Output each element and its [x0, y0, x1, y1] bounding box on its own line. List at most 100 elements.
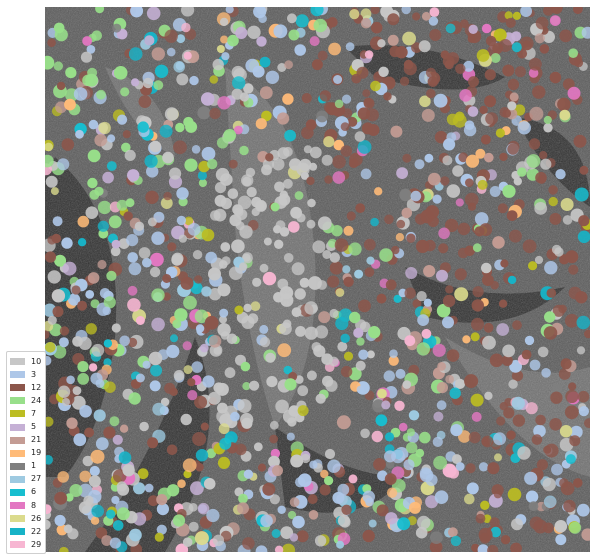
segmented-cell [475, 148, 486, 159]
segmented-cell [450, 535, 462, 547]
segmented-cell [485, 35, 497, 47]
segmented-cell [45, 455, 53, 465]
segmented-cell [189, 503, 198, 512]
segmented-cell [284, 378, 297, 391]
segmented-cell [481, 23, 492, 34]
segmented-cell [163, 191, 172, 201]
segmented-cell [418, 40, 431, 53]
segmented-cell [85, 206, 99, 219]
segmented-cell [272, 158, 285, 171]
segmented-cell [579, 165, 589, 175]
segmented-cell [53, 61, 63, 71]
segmented-cell [169, 167, 182, 180]
segmented-cell [537, 346, 549, 358]
segmented-cell [546, 288, 557, 298]
segmented-cell [116, 507, 130, 521]
segmented-cell [281, 543, 296, 552]
segmented-cell [535, 414, 546, 426]
segmented-cell [235, 443, 247, 456]
segmented-cell [85, 323, 97, 335]
segmented-cell [311, 59, 323, 71]
segmented-cell [82, 74, 94, 87]
segmented-cell [45, 342, 56, 353]
segmented-cell [45, 519, 51, 530]
segmented-cell [172, 319, 182, 329]
segmented-cell [45, 175, 58, 188]
segmented-cell [513, 177, 522, 186]
segmented-cell [365, 108, 379, 122]
segmented-cell [373, 458, 386, 471]
segmented-cell [525, 490, 539, 503]
segmented-cell [364, 50, 374, 59]
segmented-cell [265, 153, 274, 162]
segmented-cell [432, 436, 443, 447]
segmented-cell [394, 400, 405, 411]
legend-item: 12 [10, 381, 42, 394]
segmented-cell [470, 332, 480, 342]
segmented-cell [232, 76, 246, 90]
segmented-cell [393, 294, 402, 303]
segmented-cell [502, 344, 515, 358]
segmented-cell [205, 251, 218, 264]
segmented-cell [118, 451, 132, 465]
segmented-cell [337, 341, 348, 352]
legend-label: 10 [31, 356, 42, 366]
segmented-cell [343, 276, 354, 287]
segmented-cell [577, 230, 590, 244]
segmented-cell [505, 17, 516, 28]
segmented-cell [306, 219, 316, 229]
segmented-cell [255, 118, 267, 130]
segmented-cell [242, 537, 255, 550]
segmented-cell [323, 136, 335, 148]
segmented-cell [201, 286, 212, 297]
segmented-cell [217, 96, 231, 110]
segmented-cell [314, 325, 329, 339]
segmented-cell [274, 239, 284, 249]
segmented-cell [528, 57, 542, 71]
segmented-cell [346, 211, 356, 221]
segmented-cell [376, 293, 387, 304]
segmented-cell [166, 444, 178, 456]
segmented-cell [520, 7, 532, 17]
segmented-cell [176, 187, 189, 200]
segmented-cell [333, 139, 345, 151]
segmented-cell [220, 331, 230, 340]
segmented-cell [401, 207, 413, 219]
segmented-cell [154, 64, 169, 78]
segmented-cell [286, 432, 295, 441]
segmented-cell [97, 220, 109, 232]
segmented-cell [295, 326, 306, 337]
segmented-cell [489, 186, 501, 197]
segmented-cell [270, 202, 280, 212]
segmented-cell [406, 428, 415, 437]
legend-label: 8 [31, 500, 37, 510]
segmented-cell [122, 464, 135, 477]
segmented-cell [395, 233, 405, 242]
segmented-cell [358, 299, 371, 313]
segmented-cell [557, 97, 571, 112]
segmented-cell [152, 402, 166, 416]
segmented-cell [59, 326, 70, 336]
segmented-cell [360, 168, 372, 180]
segmented-cell [396, 167, 408, 180]
segmented-cell [440, 176, 450, 186]
segmented-cell [176, 215, 187, 226]
segmented-cell [506, 210, 518, 222]
segmented-cell [401, 7, 411, 15]
segmented-cell [375, 414, 388, 427]
segmented-cell [573, 7, 583, 15]
segmented-cell [72, 386, 82, 395]
segmented-cell [482, 335, 496, 350]
segmented-cell [424, 153, 434, 163]
legend-swatch [10, 515, 25, 523]
segmented-cell [291, 262, 305, 276]
segmented-cell [318, 311, 331, 324]
legend-item: 22 [10, 525, 42, 538]
segmented-cell [555, 169, 566, 180]
segmented-cell [101, 535, 113, 546]
segmented-cell [90, 449, 105, 464]
segmented-cell [191, 145, 201, 154]
segmented-cell [388, 355, 399, 366]
segmented-cell [402, 380, 412, 389]
segmented-cell [274, 181, 285, 193]
